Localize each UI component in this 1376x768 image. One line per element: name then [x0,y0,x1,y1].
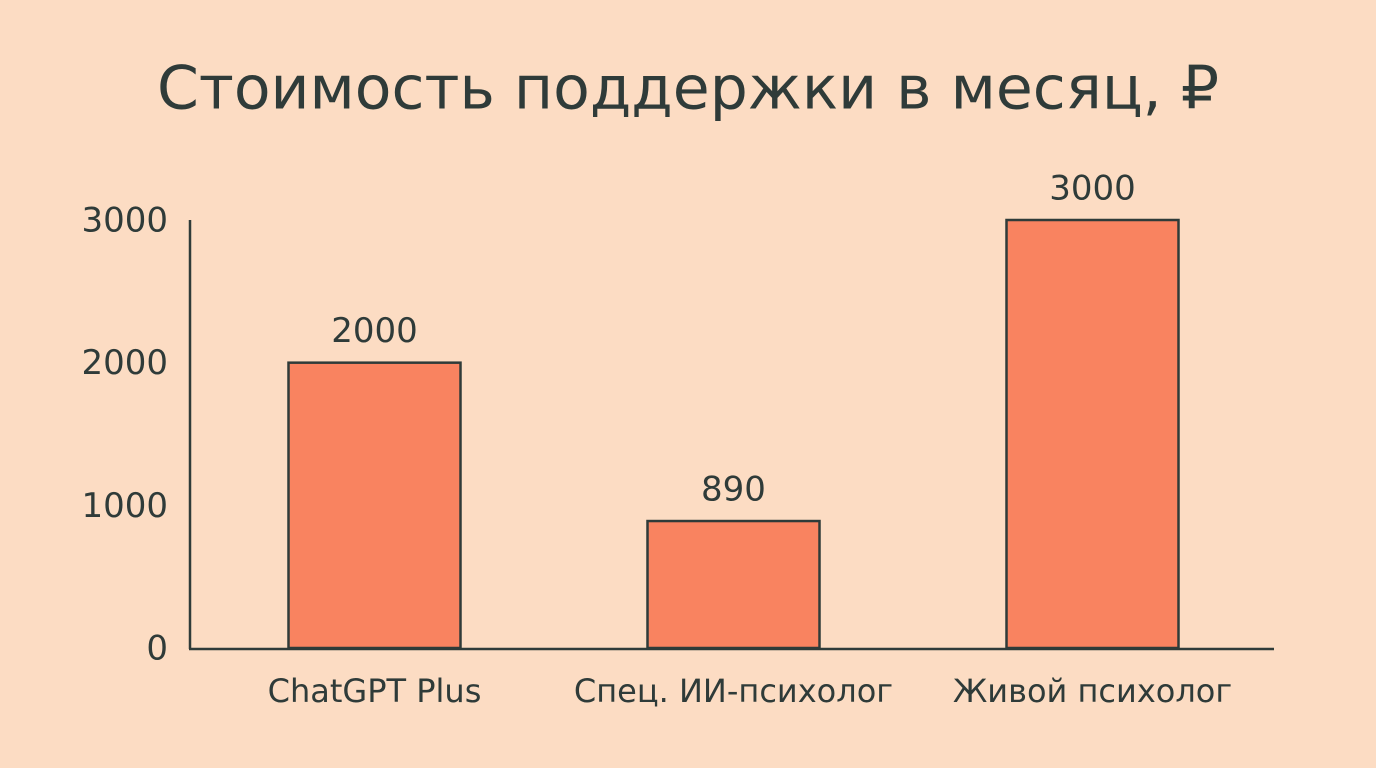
y-tick-label: 1000 [81,486,168,526]
bar [646,519,821,650]
y-tick-label: 2000 [81,343,168,383]
value-label: 890 [701,470,766,510]
x-tick-label: ChatGPT Plus [268,672,482,710]
x-tick-label: Спец. ИИ-психолог [574,672,893,710]
chart-title: Стоимость поддержки в месяц, ₽ [157,54,1219,124]
bar [1005,218,1180,650]
x-tick-label: Живой психолог [953,672,1232,710]
value-label: 3000 [1049,169,1136,209]
y-tick-label: 3000 [81,201,168,241]
value-label: 2000 [331,311,418,351]
y-tick-label: 0 [146,629,168,669]
bar [287,361,462,650]
